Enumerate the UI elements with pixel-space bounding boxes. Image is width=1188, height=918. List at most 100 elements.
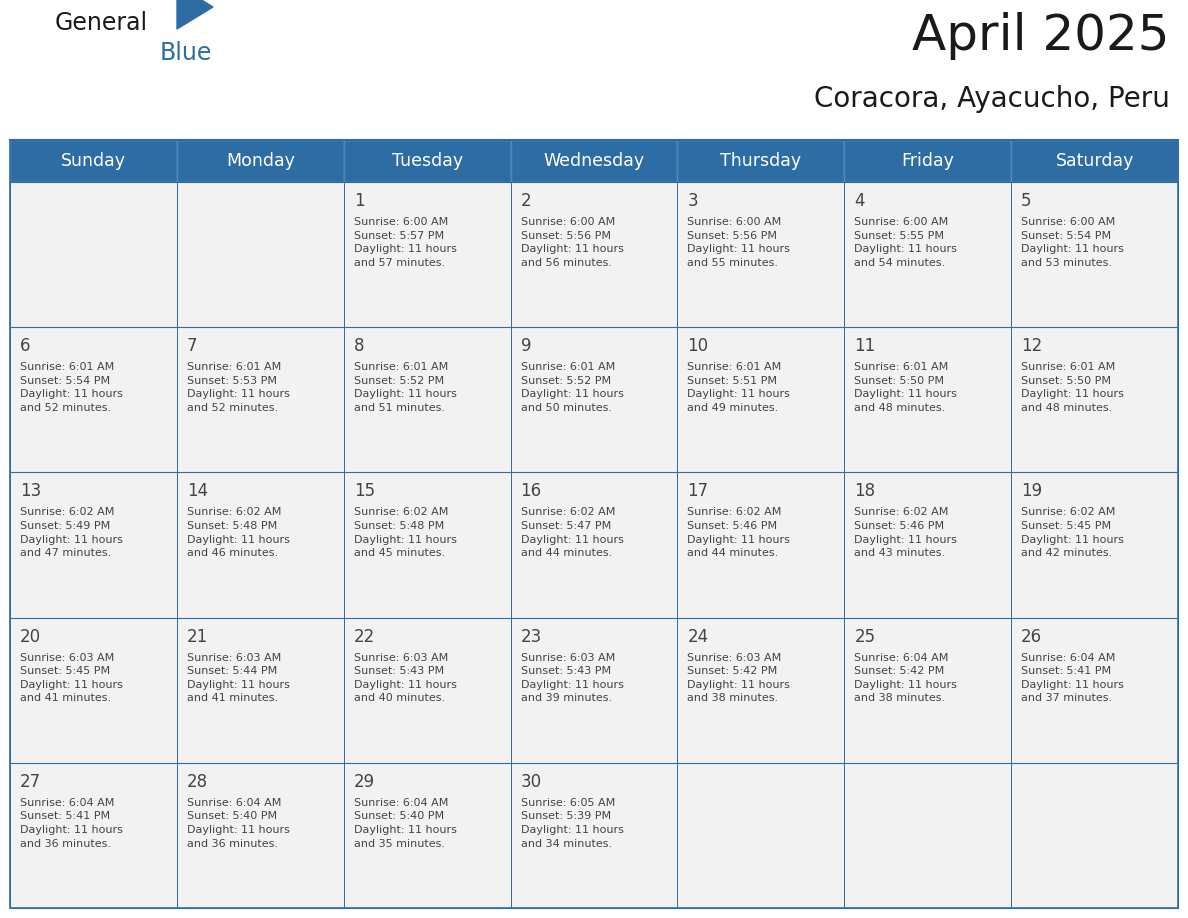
Bar bbox=[343, 327, 511, 473]
Bar bbox=[343, 182, 511, 327]
Bar bbox=[343, 140, 511, 182]
Text: Sunrise: 6:04 AM
Sunset: 5:40 PM
Daylight: 11 hours
and 36 minutes.: Sunrise: 6:04 AM Sunset: 5:40 PM Dayligh… bbox=[187, 798, 290, 848]
Text: Sunrise: 6:00 AM
Sunset: 5:54 PM
Daylight: 11 hours
and 53 minutes.: Sunrise: 6:00 AM Sunset: 5:54 PM Dayligh… bbox=[1022, 217, 1124, 268]
Text: Sunrise: 6:03 AM
Sunset: 5:42 PM
Daylight: 11 hours
and 38 minutes.: Sunrise: 6:03 AM Sunset: 5:42 PM Dayligh… bbox=[688, 653, 790, 703]
Bar bbox=[511, 763, 677, 908]
Text: Sunrise: 6:02 AM
Sunset: 5:48 PM
Daylight: 11 hours
and 46 minutes.: Sunrise: 6:02 AM Sunset: 5:48 PM Dayligh… bbox=[187, 508, 290, 558]
Text: 28: 28 bbox=[187, 773, 208, 790]
Bar bbox=[845, 618, 1011, 763]
Text: 22: 22 bbox=[354, 628, 375, 645]
Text: Sunrise: 6:02 AM
Sunset: 5:45 PM
Daylight: 11 hours
and 42 minutes.: Sunrise: 6:02 AM Sunset: 5:45 PM Dayligh… bbox=[1022, 508, 1124, 558]
Text: 17: 17 bbox=[688, 482, 708, 500]
Text: Thursday: Thursday bbox=[720, 152, 802, 170]
Text: 11: 11 bbox=[854, 337, 876, 355]
Text: Sunday: Sunday bbox=[61, 152, 126, 170]
Text: 25: 25 bbox=[854, 628, 876, 645]
Text: 8: 8 bbox=[354, 337, 365, 355]
Text: 1: 1 bbox=[354, 192, 365, 210]
Bar bbox=[677, 763, 845, 908]
Text: Sunrise: 6:03 AM
Sunset: 5:44 PM
Daylight: 11 hours
and 41 minutes.: Sunrise: 6:03 AM Sunset: 5:44 PM Dayligh… bbox=[187, 653, 290, 703]
Bar bbox=[511, 327, 677, 473]
Text: Sunrise: 6:01 AM
Sunset: 5:52 PM
Daylight: 11 hours
and 51 minutes.: Sunrise: 6:01 AM Sunset: 5:52 PM Dayligh… bbox=[354, 363, 456, 413]
Text: Friday: Friday bbox=[902, 152, 954, 170]
Text: Sunrise: 6:04 AM
Sunset: 5:41 PM
Daylight: 11 hours
and 36 minutes.: Sunrise: 6:04 AM Sunset: 5:41 PM Dayligh… bbox=[20, 798, 122, 848]
Text: Sunrise: 6:03 AM
Sunset: 5:43 PM
Daylight: 11 hours
and 39 minutes.: Sunrise: 6:03 AM Sunset: 5:43 PM Dayligh… bbox=[520, 653, 624, 703]
Text: 20: 20 bbox=[20, 628, 42, 645]
Bar bbox=[677, 182, 845, 327]
Bar bbox=[1011, 763, 1178, 908]
Text: 5: 5 bbox=[1022, 192, 1031, 210]
Bar bbox=[343, 473, 511, 618]
Text: Sunrise: 6:01 AM
Sunset: 5:51 PM
Daylight: 11 hours
and 49 minutes.: Sunrise: 6:01 AM Sunset: 5:51 PM Dayligh… bbox=[688, 363, 790, 413]
Bar bbox=[1011, 140, 1178, 182]
Text: 16: 16 bbox=[520, 482, 542, 500]
Text: Sunrise: 6:02 AM
Sunset: 5:49 PM
Daylight: 11 hours
and 47 minutes.: Sunrise: 6:02 AM Sunset: 5:49 PM Dayligh… bbox=[20, 508, 122, 558]
Bar bbox=[343, 618, 511, 763]
Text: Sunrise: 6:01 AM
Sunset: 5:53 PM
Daylight: 11 hours
and 52 minutes.: Sunrise: 6:01 AM Sunset: 5:53 PM Dayligh… bbox=[187, 363, 290, 413]
Bar bbox=[511, 140, 677, 182]
Text: 21: 21 bbox=[187, 628, 208, 645]
Text: April 2025: April 2025 bbox=[912, 12, 1170, 60]
Bar bbox=[177, 140, 343, 182]
Bar bbox=[10, 763, 177, 908]
Text: 30: 30 bbox=[520, 773, 542, 790]
Text: Sunrise: 6:02 AM
Sunset: 5:47 PM
Daylight: 11 hours
and 44 minutes.: Sunrise: 6:02 AM Sunset: 5:47 PM Dayligh… bbox=[520, 508, 624, 558]
Text: 15: 15 bbox=[354, 482, 375, 500]
Text: Sunrise: 6:01 AM
Sunset: 5:50 PM
Daylight: 11 hours
and 48 minutes.: Sunrise: 6:01 AM Sunset: 5:50 PM Dayligh… bbox=[1022, 363, 1124, 413]
Text: Blue: Blue bbox=[160, 41, 213, 65]
Text: 9: 9 bbox=[520, 337, 531, 355]
Bar bbox=[1011, 473, 1178, 618]
Text: 10: 10 bbox=[688, 337, 708, 355]
Bar bbox=[10, 327, 177, 473]
Text: Tuesday: Tuesday bbox=[392, 152, 462, 170]
Text: Sunrise: 6:01 AM
Sunset: 5:50 PM
Daylight: 11 hours
and 48 minutes.: Sunrise: 6:01 AM Sunset: 5:50 PM Dayligh… bbox=[854, 363, 958, 413]
Bar bbox=[677, 618, 845, 763]
Text: 29: 29 bbox=[354, 773, 375, 790]
Text: Sunrise: 6:01 AM
Sunset: 5:54 PM
Daylight: 11 hours
and 52 minutes.: Sunrise: 6:01 AM Sunset: 5:54 PM Dayligh… bbox=[20, 363, 122, 413]
Bar bbox=[845, 327, 1011, 473]
Text: Sunrise: 6:00 AM
Sunset: 5:56 PM
Daylight: 11 hours
and 55 minutes.: Sunrise: 6:00 AM Sunset: 5:56 PM Dayligh… bbox=[688, 217, 790, 268]
Text: Sunrise: 6:05 AM
Sunset: 5:39 PM
Daylight: 11 hours
and 34 minutes.: Sunrise: 6:05 AM Sunset: 5:39 PM Dayligh… bbox=[520, 798, 624, 848]
Text: Monday: Monday bbox=[226, 152, 295, 170]
Bar bbox=[343, 763, 511, 908]
Bar bbox=[677, 473, 845, 618]
Text: Sunrise: 6:03 AM
Sunset: 5:45 PM
Daylight: 11 hours
and 41 minutes.: Sunrise: 6:03 AM Sunset: 5:45 PM Dayligh… bbox=[20, 653, 122, 703]
Bar bbox=[1011, 327, 1178, 473]
Text: 2: 2 bbox=[520, 192, 531, 210]
Text: 18: 18 bbox=[854, 482, 876, 500]
Bar bbox=[845, 763, 1011, 908]
Text: 27: 27 bbox=[20, 773, 42, 790]
Text: Sunrise: 6:00 AM
Sunset: 5:55 PM
Daylight: 11 hours
and 54 minutes.: Sunrise: 6:00 AM Sunset: 5:55 PM Dayligh… bbox=[854, 217, 958, 268]
Text: Sunrise: 6:04 AM
Sunset: 5:40 PM
Daylight: 11 hours
and 35 minutes.: Sunrise: 6:04 AM Sunset: 5:40 PM Dayligh… bbox=[354, 798, 456, 848]
Bar bbox=[177, 618, 343, 763]
Bar bbox=[10, 140, 177, 182]
Text: Sunrise: 6:00 AM
Sunset: 5:57 PM
Daylight: 11 hours
and 57 minutes.: Sunrise: 6:00 AM Sunset: 5:57 PM Dayligh… bbox=[354, 217, 456, 268]
Text: 24: 24 bbox=[688, 628, 708, 645]
Text: 19: 19 bbox=[1022, 482, 1042, 500]
Text: Sunrise: 6:04 AM
Sunset: 5:41 PM
Daylight: 11 hours
and 37 minutes.: Sunrise: 6:04 AM Sunset: 5:41 PM Dayligh… bbox=[1022, 653, 1124, 703]
Bar bbox=[511, 618, 677, 763]
Bar bbox=[177, 763, 343, 908]
Bar bbox=[677, 140, 845, 182]
Text: 6: 6 bbox=[20, 337, 31, 355]
Text: Sunrise: 6:04 AM
Sunset: 5:42 PM
Daylight: 11 hours
and 38 minutes.: Sunrise: 6:04 AM Sunset: 5:42 PM Dayligh… bbox=[854, 653, 958, 703]
Bar bbox=[677, 327, 845, 473]
Text: 23: 23 bbox=[520, 628, 542, 645]
Bar bbox=[10, 140, 1178, 908]
Text: Wednesday: Wednesday bbox=[543, 152, 645, 170]
Text: 3: 3 bbox=[688, 192, 699, 210]
Text: Sunrise: 6:01 AM
Sunset: 5:52 PM
Daylight: 11 hours
and 50 minutes.: Sunrise: 6:01 AM Sunset: 5:52 PM Dayligh… bbox=[520, 363, 624, 413]
Bar bbox=[1011, 618, 1178, 763]
Text: Saturday: Saturday bbox=[1055, 152, 1133, 170]
Bar bbox=[1011, 182, 1178, 327]
Text: Sunrise: 6:02 AM
Sunset: 5:46 PM
Daylight: 11 hours
and 44 minutes.: Sunrise: 6:02 AM Sunset: 5:46 PM Dayligh… bbox=[688, 508, 790, 558]
Text: Coracora, Ayacucho, Peru: Coracora, Ayacucho, Peru bbox=[814, 85, 1170, 113]
Bar bbox=[177, 182, 343, 327]
Text: Sunrise: 6:00 AM
Sunset: 5:56 PM
Daylight: 11 hours
and 56 minutes.: Sunrise: 6:00 AM Sunset: 5:56 PM Dayligh… bbox=[520, 217, 624, 268]
Bar bbox=[177, 327, 343, 473]
Text: 13: 13 bbox=[20, 482, 42, 500]
Text: 14: 14 bbox=[187, 482, 208, 500]
Text: Sunrise: 6:02 AM
Sunset: 5:46 PM
Daylight: 11 hours
and 43 minutes.: Sunrise: 6:02 AM Sunset: 5:46 PM Dayligh… bbox=[854, 508, 958, 558]
Bar bbox=[845, 182, 1011, 327]
Bar bbox=[10, 618, 177, 763]
